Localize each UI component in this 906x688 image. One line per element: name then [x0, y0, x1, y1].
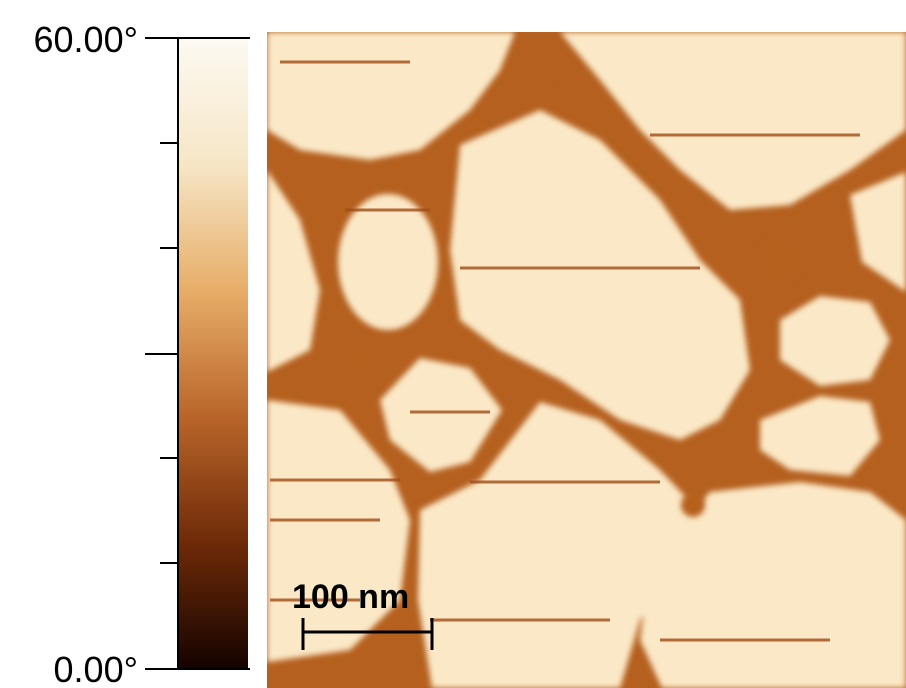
colorbar: 60.00° 0.00° [34, 19, 250, 688]
colorbar-ticks [145, 37, 250, 670]
colorbar-max-label: 60.00° [34, 19, 138, 60]
scale-bar-label: 100 nm [292, 578, 409, 616]
scale-bar: 100 nm [292, 578, 434, 650]
colorbar-min-label: 0.00° [54, 649, 138, 688]
afm-image [267, 32, 906, 688]
colorbar-gradient [178, 38, 248, 670]
